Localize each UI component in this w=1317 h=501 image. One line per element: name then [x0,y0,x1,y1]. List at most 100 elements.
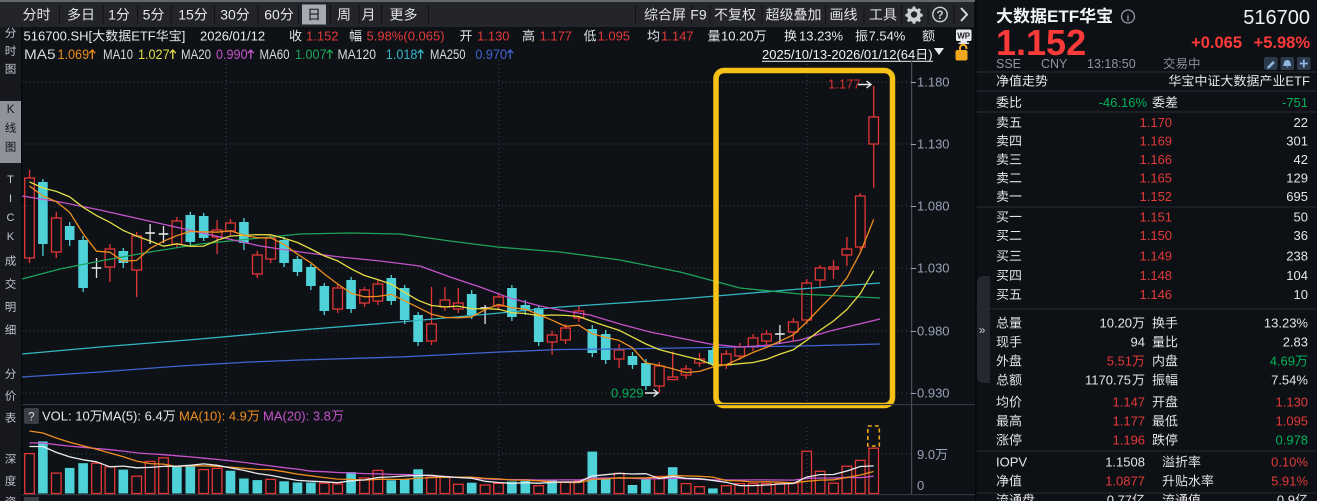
svg-text:50: 50 [1294,210,1308,225]
svg-text:1.149: 1.149 [1140,249,1173,264]
svg-text:1.0877: 1.0877 [1105,474,1145,489]
svg-text:MA60: MA60 [260,46,290,62]
svg-text:94: 94 [1131,335,1145,350]
svg-text:2.83: 2.83 [1283,335,1308,350]
svg-text:MA10: MA10 [103,46,133,62]
svg-text:10: 10 [1294,287,1308,302]
svg-text:15: 15 [178,7,194,23]
svg-text:36: 36 [1294,228,1308,243]
svg-text:5.98%(0.065): 5.98%(0.065) [367,29,445,44]
svg-text:1.095: 1.095 [598,29,631,44]
svg-text:?: ? [937,10,944,22]
svg-text:5: 5 [143,7,151,23]
svg-text:MA(5): 6.4: MA(5): 6.4 [102,409,163,424]
svg-text:I: I [9,193,12,205]
svg-text:7.54%: 7.54% [869,29,906,44]
svg-text:1.196: 1.196 [1113,433,1146,448]
svg-text:1.027: 1.027 [138,47,170,62]
svg-text:1.152: 1.152 [1140,189,1173,204]
svg-text:13:18:50: 13:18:50 [1087,57,1136,71]
svg-text:1.147: 1.147 [661,29,694,44]
svg-text:4.69: 4.69 [1270,354,1295,369]
svg-text:1170.75: 1170.75 [1085,373,1131,388]
svg-text:1.018: 1.018 [386,47,418,62]
svg-text:0.9: 0.9 [1277,493,1295,501]
svg-text:10.20: 10.20 [721,29,754,44]
svg-text:42: 42 [1294,152,1308,167]
svg-text:10.20: 10.20 [1100,316,1133,331]
svg-text:1.130: 1.130 [917,137,950,152]
svg-text:0.970: 0.970 [475,47,507,62]
svg-text:1.169: 1.169 [1140,134,1173,149]
svg-text:0.929: 0.929 [611,386,644,401]
svg-text:1: 1 [108,7,116,23]
svg-text:CNY: CNY [1041,57,1068,71]
svg-text:+5.98%: +5.98% [1254,34,1311,52]
svg-text:60: 60 [264,7,280,23]
svg-text:7.54%: 7.54% [1271,373,1308,388]
svg-text:1.069: 1.069 [58,47,90,62]
svg-text:SSE: SSE [996,57,1021,71]
svg-text:1.150: 1.150 [1140,228,1173,243]
svg-text:F9: F9 [690,7,707,23]
svg-text:+0.065: +0.065 [1191,34,1242,52]
svg-text:C: C [7,212,15,224]
svg-text:1.180: 1.180 [917,75,950,90]
svg-text:-46.16%: -46.16% [1099,95,1148,110]
svg-text:1.1508: 1.1508 [1105,455,1145,470]
svg-text:?: ? [28,412,34,424]
svg-text:0.930: 0.930 [917,386,950,401]
svg-text:1.007: 1.007 [295,47,327,62]
svg-text:1.130: 1.130 [477,29,510,44]
svg-text:): ) [928,47,932,62]
svg-text:695: 695 [1286,189,1308,204]
svg-text:-751: -751 [1282,95,1308,110]
svg-text:0.978: 0.978 [1276,433,1309,448]
svg-text:1.170: 1.170 [1140,115,1173,130]
svg-text:22: 22 [1294,115,1308,130]
svg-text:1.130: 1.130 [1276,395,1309,410]
svg-text:2025/10/13-2026/01/12(64: 2025/10/13-2026/01/12(64 [762,47,915,62]
svg-text:ETF: ETF [1047,7,1079,26]
svg-text:1.151: 1.151 [1140,210,1173,225]
svg-text:0.990: 0.990 [216,47,248,62]
svg-text:104: 104 [1286,268,1308,283]
svg-text:516700: 516700 [1243,7,1310,29]
svg-text:9.0: 9.0 [917,447,935,462]
svg-text:5.91%: 5.91% [1271,474,1308,489]
svg-text:1.165: 1.165 [1140,171,1173,186]
svg-text:IOPV: IOPV [996,455,1027,470]
svg-text:1.095: 1.095 [1276,414,1309,429]
svg-text:1.177: 1.177 [828,77,861,92]
svg-text:MA(10): 4.9: MA(10): 4.9 [179,409,247,424]
svg-text:T: T [7,174,14,186]
svg-text:0.980: 0.980 [917,324,950,339]
svg-text:1.166: 1.166 [1140,152,1173,167]
svg-text:13.23%: 13.23% [799,29,844,44]
svg-text:K: K [7,104,15,116]
svg-text:129: 129 [1286,171,1308,186]
svg-text:1.147: 1.147 [1113,395,1146,410]
svg-text:MA(20): 3.8: MA(20): 3.8 [263,409,331,424]
svg-text:1.152: 1.152 [996,22,1086,63]
svg-text:1.152: 1.152 [306,29,339,44]
svg-text:301: 301 [1286,134,1308,149]
svg-text:1.148: 1.148 [1140,268,1173,283]
svg-text:13.23%: 13.23% [1264,316,1309,331]
svg-text:5.51: 5.51 [1107,354,1132,369]
svg-text:516700.SH[: 516700.SH[ [24,29,93,44]
svg-text:0.77: 0.77 [1107,493,1132,501]
svg-text:i: i [1127,13,1130,23]
svg-text:0.10%: 0.10% [1271,455,1308,470]
svg-text:»: » [979,323,986,337]
svg-text:2026/01/12: 2026/01/12 [200,29,265,44]
svg-text:ETF: ETF [1285,74,1310,89]
svg-text:MA250: MA250 [430,46,466,62]
svg-text:30: 30 [220,7,236,23]
svg-text:1.177: 1.177 [540,29,573,44]
svg-text:1.030: 1.030 [917,261,950,276]
svg-text:238: 238 [1286,249,1308,264]
svg-text:1.080: 1.080 [917,199,950,214]
svg-text:MA5: MA5 [24,46,56,62]
svg-text:1.177: 1.177 [1113,414,1146,429]
